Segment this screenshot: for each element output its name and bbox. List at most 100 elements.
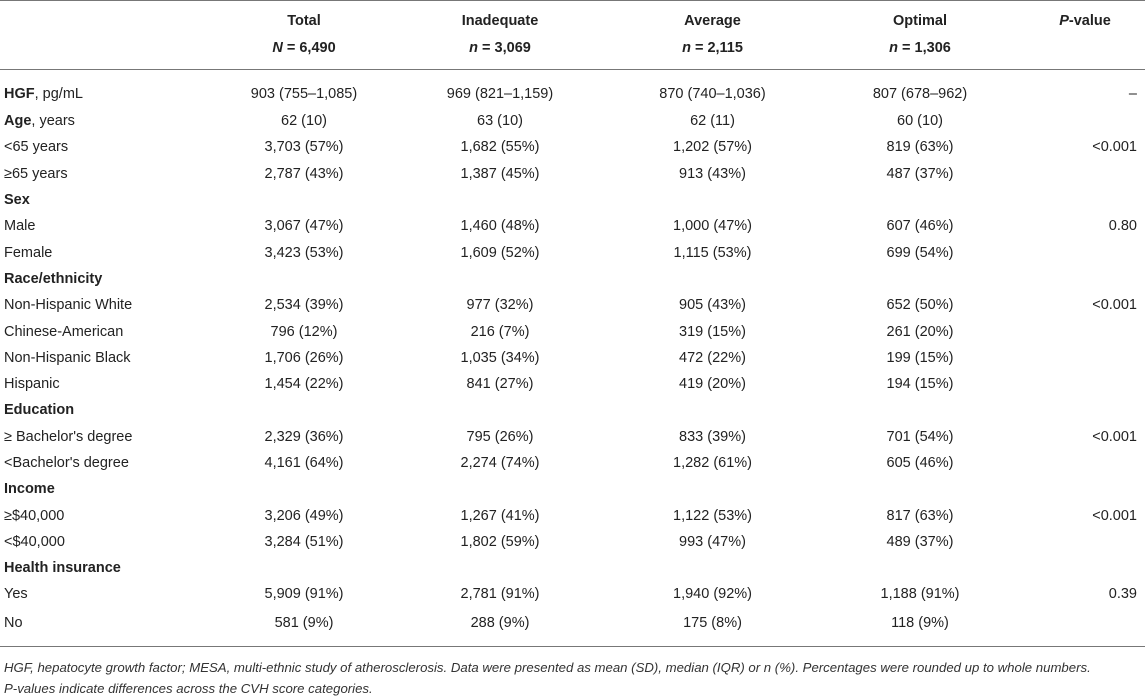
header-blank-2 (0, 33, 218, 70)
row-label: Chinese-American (0, 318, 218, 344)
row-label: Male (0, 213, 218, 239)
cell-average: 993 (47%) (679, 533, 746, 550)
header-blank (0, 0, 218, 33)
cell-average: 1,000 (47%) (673, 218, 752, 235)
cell-total: 581 (9%) (218, 607, 390, 647)
cell-average (610, 555, 815, 581)
cell-p-value (1025, 266, 1145, 292)
cell-total: 903 (755–1,085) (250, 86, 358, 102)
row-label: Health insurance (0, 555, 218, 581)
cell-total: 62 (10) (281, 113, 327, 130)
row-label-text: , pg/mL (34, 86, 83, 102)
cell-optimal: 701 (54%) (886, 428, 954, 445)
table-row: ≥ Bachelor's degree 2,329 (36%) 795 (26%) 8… (0, 424, 1145, 450)
row-label-text: Chinese-American (4, 323, 124, 340)
cell-p-value (1025, 345, 1145, 371)
cell-optimal (815, 397, 1025, 423)
cell-optimal: 118 (9%) (815, 607, 1025, 647)
p-rest: -value (1068, 13, 1111, 29)
cell-inadequate: 977 (32%) (466, 297, 534, 314)
header-optimal: Optimal (815, 0, 1025, 33)
characteristics-table: Total Inadequate Average Optimal P-value… (0, 0, 1145, 647)
table-row: HGF, pg/mL 903 (755–1,085) 969 (821–1,159)… (0, 70, 1145, 109)
cell-average: 833 (39%) (679, 428, 746, 445)
cell-inadequate (390, 397, 610, 423)
n-val: = 6,490 (282, 40, 336, 56)
table-row: Non-Hispanic White 2,534 (39%) 977 (32%) 90… (0, 292, 1145, 318)
n-var: n (889, 40, 899, 56)
cell-average (610, 476, 815, 502)
cell-optimal: 489 (37%) (886, 533, 954, 550)
cell-inadequate: 1,609 (52%) (460, 244, 540, 261)
header-inadequate: Inadequate (390, 0, 610, 33)
header-p-value: P-value (1025, 0, 1145, 33)
cell-average: 175 (8%) (610, 607, 815, 647)
cell-average: 419 (20%) (679, 376, 746, 393)
row-label-bold: Income (4, 481, 55, 498)
cell-optimal: 199 (15%) (886, 349, 954, 366)
cell-total: 796 (12%) (270, 323, 338, 340)
table-row: <$40,000 3,284 (51%) 1,802 (59%) 993 (47%) 4… (0, 529, 1145, 555)
cell-total: 5,909 (91%) (264, 586, 344, 603)
cell-average: 1,122 (53%) (673, 507, 752, 524)
table-row: <Bachelor's degree 4,161 (64%) 2,274 (74%)… (0, 450, 1145, 476)
row-label: No (0, 607, 218, 647)
n-var: n (682, 40, 691, 56)
cell-inadequate: 795 (26%) (466, 428, 534, 445)
row-label-text: No (4, 614, 23, 631)
cell-inadequate: 841 (27%) (466, 376, 534, 393)
table-row: Hispanic 1,454 (22%) 841 (27%) 419 (20%) 194… (0, 371, 1145, 397)
cell-inadequate: 2,274 (74%) (460, 455, 540, 471)
row-label: <65 years (0, 134, 218, 160)
cell-optimal: 817 (63%) (886, 507, 954, 524)
cell-total: 1,706 (26%) (264, 349, 344, 366)
cell-optimal: 807 (678–962) (872, 86, 968, 102)
cell-p-value: 0.39 (1108, 586, 1137, 603)
cell-total: 3,206 (49%) (264, 507, 344, 524)
cell-optimal (815, 266, 1025, 292)
cell-p-value (1025, 371, 1145, 397)
cell-total (218, 266, 390, 292)
row-label-text: ≥65 years (4, 165, 68, 182)
header-optimal-n: n = 1,306 (815, 33, 1025, 70)
cell-p-value (1025, 108, 1145, 134)
cell-average: 870 (740–1,036) (659, 86, 766, 102)
cell-optimal (815, 187, 1025, 213)
header-total: Total (218, 0, 390, 33)
cell-average: 1,202 (57%) (673, 139, 752, 156)
cell-p-value (1025, 450, 1145, 476)
cell-average: 1,940 (92%) (673, 586, 752, 603)
cell-inadequate (390, 476, 610, 502)
cell-average: 472 (22%) (679, 349, 746, 366)
row-label-text: , years (31, 113, 75, 130)
n-var: n (469, 40, 479, 56)
cell-p-value (1025, 239, 1145, 265)
cell-inadequate (390, 555, 610, 581)
table-row: Education (0, 397, 1145, 423)
table-row: Chinese-American 796 (12%) 216 (7%) 319 (15… (0, 318, 1145, 344)
cell-total: 1,454 (22%) (264, 376, 344, 393)
cell-optimal (815, 555, 1025, 581)
cell-optimal: 60 (10) (897, 113, 943, 130)
row-label: HGF, pg/mL (0, 70, 218, 109)
n-val: = 1,306 (898, 40, 951, 56)
row-label: ≥$40,000 (0, 502, 218, 528)
cell-total: 3,067 (47%) (264, 218, 344, 235)
cell-optimal (815, 476, 1025, 502)
table-row: Income (0, 476, 1145, 502)
row-label: Income (0, 476, 218, 502)
cell-total: 3,703 (57%) (264, 139, 344, 156)
table-row: Race/ethnicity (0, 266, 1145, 292)
row-label-text: Female (4, 244, 53, 261)
cell-inadequate: 216 (7%) (470, 323, 530, 340)
cell-p-value: <0.001 (1092, 428, 1137, 445)
row-label-text: ≥ Bachelor's degree (4, 428, 133, 445)
header-average-n: n = 2,115 (610, 33, 815, 70)
cell-inadequate: 969 (821–1,159) (446, 86, 554, 102)
cell-optimal: 605 (46%) (886, 455, 954, 471)
cell-optimal: 261 (20%) (886, 323, 954, 340)
row-label-text: Hispanic (4, 376, 60, 393)
cell-inadequate (390, 187, 610, 213)
row-label-bold: Health insurance (4, 560, 121, 577)
row-label: ≥ Bachelor's degree (0, 424, 218, 450)
